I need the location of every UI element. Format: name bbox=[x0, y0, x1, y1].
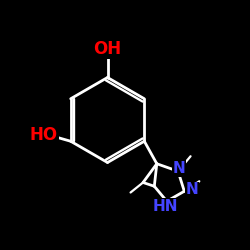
Text: OH: OH bbox=[94, 40, 122, 58]
Text: HO: HO bbox=[30, 126, 58, 144]
Text: HN: HN bbox=[153, 199, 178, 214]
Text: N: N bbox=[173, 161, 186, 176]
Text: N: N bbox=[186, 182, 198, 198]
